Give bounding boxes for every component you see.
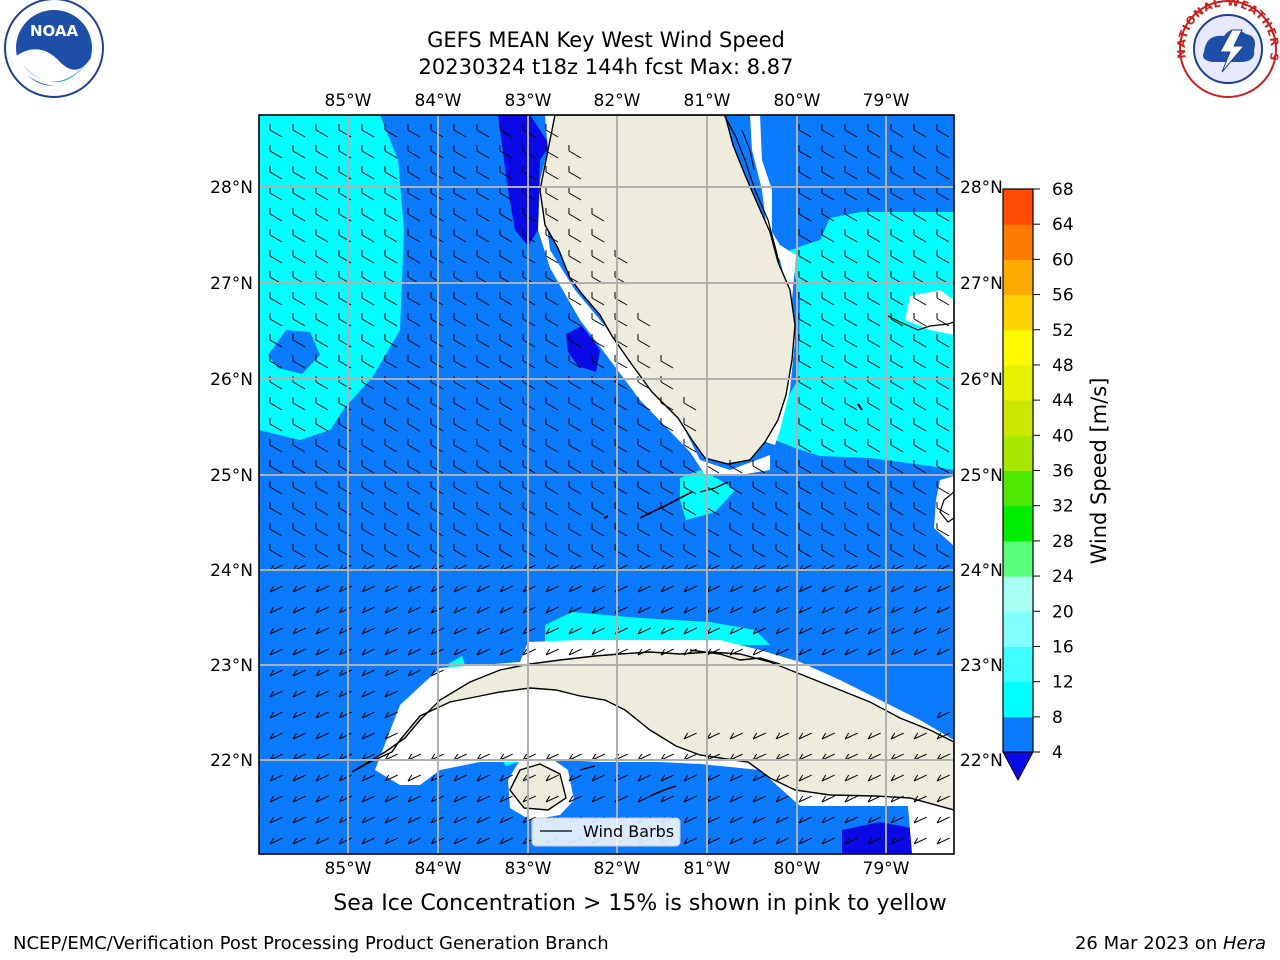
lat-label-left: 26°N	[210, 370, 253, 390]
colorbar-tick-label: 44	[1052, 391, 1074, 411]
lon-labels-bottom: 85°W 84°W 83°W 82°W 81°W 80°W 79°W	[325, 859, 910, 879]
colorbar-tick-label: 36	[1052, 462, 1074, 482]
colorbar-tick-label: 48	[1052, 356, 1074, 376]
lat-labels-right: 28°N 27°N 26°N 25°N 24°N 23°N 22°N	[960, 178, 1003, 771]
noaa-logo-text: NOAA	[30, 22, 79, 40]
colorbar-tick-label: 64	[1052, 215, 1074, 235]
footer-date-text: 26 Mar 2023 on	[1074, 933, 1223, 954]
lon-label-top: 82°W	[594, 91, 641, 111]
nws-logo: NATIONAL WEATHER SERVICE	[0, 0, 1280, 98]
colorbar-segment	[1003, 611, 1033, 647]
map-area: Wind Barbs	[259, 115, 954, 854]
chart-title: GEFS MEAN Key West Wind Speed	[427, 28, 785, 52]
wind-speed-8-12-area-cuba-north	[545, 612, 770, 645]
colorbar-tick-label: 52	[1052, 321, 1074, 341]
lat-label-right: 22°N	[960, 751, 1003, 771]
colorbar-segment	[1003, 224, 1033, 260]
lat-label-right: 27°N	[960, 274, 1003, 294]
lat-label-left: 28°N	[210, 178, 253, 198]
colorbar-segment	[1003, 400, 1033, 436]
colorbar-segment	[1003, 470, 1033, 507]
colorbar-segment	[1003, 646, 1033, 683]
lat-label-left: 23°N	[210, 656, 253, 676]
noaa-logo: NOAA	[4, 0, 104, 98]
colorbar-tick-label: 32	[1052, 497, 1074, 517]
nws-logo-ring-text: NATIONAL WEATHER SERVICE	[0, 0, 1280, 63]
lat-label-right: 24°N	[960, 561, 1003, 581]
wind-speed-lt4-area-gulf	[498, 115, 550, 246]
colorbar-under-arrow	[1002, 751, 1034, 782]
colorbar-tick-label: 68	[1052, 180, 1074, 200]
map-legend: Wind Barbs	[531, 817, 681, 847]
colorbar-segment	[1003, 540, 1033, 577]
colorbar-segment	[1003, 189, 1033, 225]
sea-ice-note: Sea Ice Concentration > 15% is shown in …	[333, 891, 947, 916]
colorbar-tick-label: 56	[1052, 286, 1074, 306]
lat-label-right: 28°N	[960, 178, 1003, 198]
colorbar-tick-label: 28	[1052, 532, 1074, 552]
colorbar-segment	[1003, 294, 1033, 331]
lon-labels-top: 85°W 84°W 83°W 82°W 81°W 80°W 79°W	[325, 91, 910, 111]
lat-label-left: 27°N	[210, 274, 253, 294]
lat-label-right: 25°N	[960, 466, 1003, 486]
colorbar-tick-label: 40	[1052, 426, 1074, 446]
lat-label-left: 25°N	[210, 466, 253, 486]
svg-text:NATIONAL WEATHER SERVICE: NATIONAL WEATHER SERVICE	[0, 0, 1280, 63]
lat-label-left: 24°N	[210, 561, 253, 581]
map-frame	[258, 114, 955, 855]
graticule	[259, 115, 954, 854]
colorbar-segment	[1003, 716, 1033, 753]
lat-label-right: 23°N	[960, 656, 1003, 676]
footer-host: Hera	[1222, 933, 1266, 954]
colorbar-segment	[1003, 576, 1033, 612]
lon-label-bottom: 83°W	[505, 859, 552, 879]
colorbar-segment	[1003, 259, 1033, 296]
lon-label-top: 84°W	[415, 91, 462, 111]
colorbar-tick-label: 8	[1052, 708, 1063, 728]
colorbar-tick-label: 16	[1052, 637, 1074, 657]
colorbar-segment	[1003, 435, 1033, 471]
colorbar-segment	[1003, 364, 1033, 401]
cuba-landmass	[351, 651, 954, 811]
legend-label: Wind Barbs	[583, 822, 674, 841]
colorbar-tick-label: 12	[1052, 673, 1074, 693]
lon-label-top: 83°W	[505, 91, 552, 111]
colorbar-segment	[1003, 329, 1033, 366]
colorbar-tick-label: 20	[1052, 602, 1074, 622]
colorbar-label: Wind Speed [m/s]	[1087, 378, 1111, 565]
lon-label-top: 81°W	[684, 91, 731, 111]
lon-label-top: 85°W	[325, 91, 372, 111]
colorbar-segment	[1003, 505, 1033, 542]
colorbar-tick-label: 4	[1052, 743, 1063, 763]
lon-label-bottom: 85°W	[325, 859, 372, 879]
lon-label-bottom: 82°W	[594, 859, 641, 879]
colorbar-tick-label: 60	[1052, 250, 1074, 270]
wind-speed-8-12-area-east	[775, 212, 954, 470]
footer-credit: NCEP/EMC/Verification Post Processing Pr…	[13, 933, 609, 954]
footer-date: 26 Mar 2023 on Hera	[1075, 933, 1266, 954]
colorbar-tick-label: 24	[1052, 567, 1074, 587]
lon-label-bottom: 79°W	[863, 859, 910, 879]
wind-speed-lt4-area-southeast	[842, 822, 912, 854]
lon-label-bottom: 84°W	[415, 859, 462, 879]
lon-label-top: 79°W	[863, 91, 910, 111]
colorbar-segment	[1003, 681, 1033, 718]
lon-label-top: 80°W	[774, 91, 821, 111]
florida-landmass	[539, 115, 796, 465]
lat-labels-left: 28°N 27°N 26°N 25°N 24°N 23°N 22°N	[210, 178, 253, 771]
lat-label-left: 22°N	[210, 751, 253, 771]
lon-label-bottom: 81°W	[684, 859, 731, 879]
lon-label-bottom: 80°W	[774, 859, 821, 879]
chart-subtitle: 20230324 t18z 144h fcst Max: 8.87	[418, 55, 794, 79]
lat-label-right: 26°N	[960, 370, 1003, 390]
